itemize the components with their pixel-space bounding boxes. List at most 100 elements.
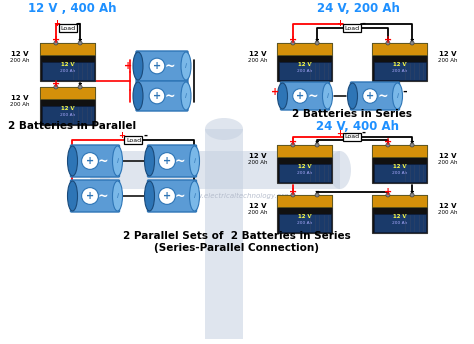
Bar [279,164,331,182]
Ellipse shape [190,146,200,176]
Bar [343,24,361,32]
Text: -: - [315,187,319,197]
Text: -: - [362,128,366,138]
Text: i: i [117,193,118,199]
Text: ~: ~ [175,190,185,203]
Text: 200 Ah: 200 Ah [248,160,268,165]
Text: 200 Ah: 200 Ah [10,58,30,63]
Circle shape [78,41,82,45]
Circle shape [159,153,175,169]
Text: +: + [366,91,374,101]
Circle shape [315,41,319,45]
Text: 200 Ah: 200 Ah [297,221,313,225]
Text: Load: Load [126,138,141,142]
Bar [40,87,95,125]
Text: +: + [52,35,60,45]
Circle shape [363,89,377,103]
Text: ~: ~ [98,154,109,168]
Circle shape [386,193,390,197]
Bar [205,129,243,339]
Text: -: - [78,35,82,45]
Bar [125,136,143,144]
Text: 12 V: 12 V [393,62,407,67]
Text: i: i [117,158,118,164]
Text: 12 V: 12 V [439,203,457,209]
Text: 200 Ah: 200 Ah [60,69,76,73]
Circle shape [315,143,319,147]
Text: 24 V, 200 Ah: 24 V, 200 Ah [317,1,400,14]
Circle shape [293,89,307,103]
Text: 200 Ah: 200 Ah [438,160,458,165]
Circle shape [315,193,319,197]
Ellipse shape [133,82,143,110]
Text: +: + [86,156,94,166]
Bar [374,164,426,182]
Text: 200 Ah: 200 Ah [392,171,408,175]
Bar [42,62,94,79]
Bar [279,62,331,79]
FancyBboxPatch shape [147,180,197,212]
FancyBboxPatch shape [71,180,119,212]
FancyBboxPatch shape [71,145,119,177]
Text: 12 V: 12 V [393,214,407,219]
Text: ~: ~ [98,190,109,203]
Circle shape [149,58,165,74]
Text: +: + [384,35,392,45]
Text: -: - [77,19,81,29]
Bar [277,195,332,233]
Text: i: i [185,63,187,69]
Text: Load: Load [345,135,360,140]
Bar [279,214,331,232]
Circle shape [386,41,390,45]
Ellipse shape [67,181,78,211]
Text: +: + [153,91,161,101]
Text: ~: ~ [164,89,175,103]
Bar [373,195,428,233]
Ellipse shape [205,118,243,140]
Text: +: + [124,61,132,71]
Text: 200 Ah: 200 Ah [297,69,313,73]
Text: 200 Ah: 200 Ah [248,210,268,215]
Bar [277,145,332,183]
Text: i: i [327,93,328,99]
Text: 12 V: 12 V [61,62,75,67]
Text: 12 V: 12 V [393,164,407,169]
Text: 2 Parallel Sets of  2 Batteries in Series: 2 Parallel Sets of 2 Batteries in Series [123,231,351,241]
Text: 12 V: 12 V [298,214,312,219]
Text: +: + [384,137,392,147]
Bar [277,195,332,207]
Text: +: + [289,35,297,45]
Text: i: i [193,193,195,199]
Text: 12 V: 12 V [298,62,312,67]
Text: -: - [78,79,82,89]
Text: +: + [289,137,297,147]
Ellipse shape [89,151,111,189]
Text: -: - [410,137,414,147]
Text: 12 V: 12 V [11,51,29,57]
Bar [277,43,332,81]
Text: i: i [185,93,187,99]
Ellipse shape [133,52,143,80]
Text: -: - [410,35,414,45]
Circle shape [386,143,390,147]
Circle shape [149,88,165,104]
Bar [373,195,428,207]
Text: 12 V , 400 Ah: 12 V , 400 Ah [28,1,116,14]
Bar [277,43,332,55]
Text: +: + [52,79,60,89]
Text: 200 Ah: 200 Ah [392,221,408,225]
Circle shape [410,193,414,197]
Text: -: - [410,187,414,197]
Circle shape [410,143,414,147]
Bar [40,43,95,55]
Ellipse shape [145,146,155,176]
Text: 12 V: 12 V [439,51,457,57]
Ellipse shape [145,181,155,211]
Text: Load: Load [345,25,360,31]
Ellipse shape [329,151,351,189]
Text: 200 Ah: 200 Ah [438,210,458,215]
Text: -: - [144,131,147,141]
Bar [373,43,428,81]
Text: -: - [403,87,407,97]
Bar [343,133,361,141]
